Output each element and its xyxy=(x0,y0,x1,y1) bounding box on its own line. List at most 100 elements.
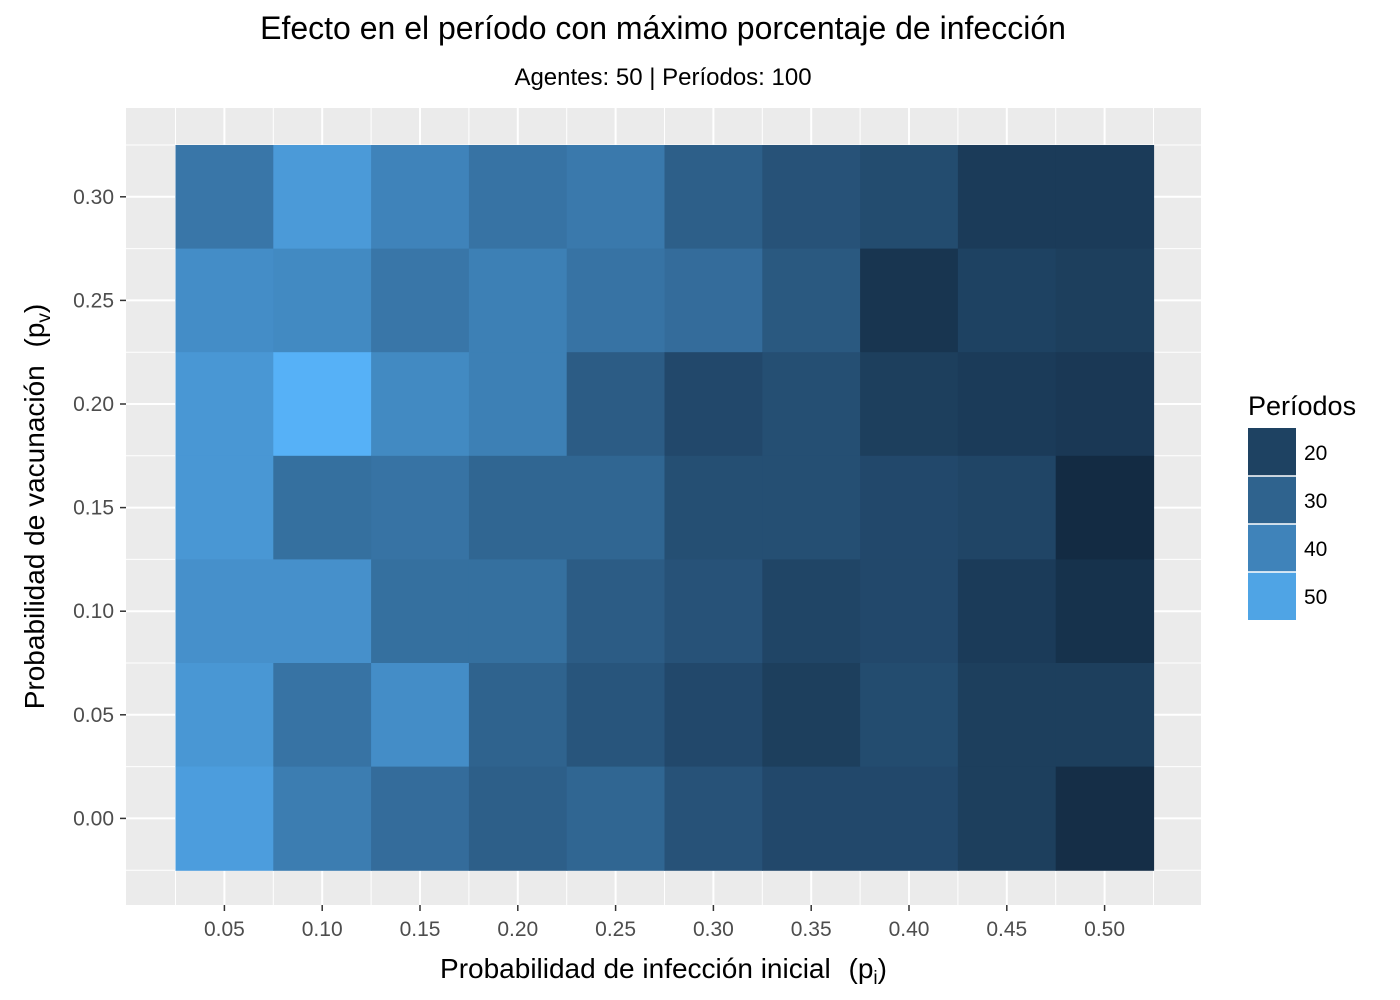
heatmap-tile xyxy=(957,352,1057,457)
heatmap-tile xyxy=(566,352,666,457)
heatmap-tile xyxy=(762,663,861,768)
heatmap-tile xyxy=(175,248,274,353)
heatmap-tile xyxy=(273,455,372,560)
heatmap-tile xyxy=(957,248,1057,353)
heatmap-tile xyxy=(175,766,274,871)
heatmap-tile xyxy=(371,766,470,871)
y-tick-label: 0.25 xyxy=(73,289,114,312)
x-axis-title: Probabilidad de infección inicial (pi) xyxy=(440,953,887,989)
y-axis: 0.30 0.25 0.20 0.15 0.10 0.05 0.00 xyxy=(73,186,126,830)
heatmap-tile xyxy=(762,766,861,871)
heatmap-tile xyxy=(468,352,568,457)
heatmap-tile xyxy=(860,145,959,250)
heatmap-tile xyxy=(175,145,274,250)
heatmap-tile xyxy=(566,455,666,560)
heatmap-tile xyxy=(1055,352,1155,457)
x-tick-label: 0.20 xyxy=(497,918,538,941)
heatmap-tile xyxy=(175,663,274,768)
heatmap-tile xyxy=(566,559,666,664)
x-tick-label: 0.15 xyxy=(400,918,441,941)
heatmap-tile xyxy=(1055,248,1155,353)
y-axis-title-text: Probabilidad de vacunación xyxy=(19,365,50,709)
y-tick-label: 0.10 xyxy=(73,600,114,623)
legend-keys: 20 30 40 50 xyxy=(1248,428,1327,620)
y-tick-label: 0.00 xyxy=(73,807,114,830)
x-tick-label: 0.45 xyxy=(986,918,1027,941)
heatmap-tile xyxy=(468,663,568,768)
heatmap-tile xyxy=(762,352,861,457)
heatmap-tile xyxy=(273,352,372,457)
heatmap-tile xyxy=(566,766,666,871)
y-axis-title-symbol: (p xyxy=(19,323,50,348)
legend-label: 40 xyxy=(1304,538,1327,561)
heatmap-tile xyxy=(566,248,666,353)
heatmap-tile xyxy=(468,248,568,353)
y-axis-title-close: ) xyxy=(19,304,50,313)
legend-key xyxy=(1248,476,1296,524)
heatmap-tile xyxy=(273,248,372,353)
legend-label: 50 xyxy=(1304,586,1327,609)
heatmap-tile xyxy=(273,663,372,768)
y-axis-title-subscript: v xyxy=(34,313,55,323)
x-tick-label: 0.50 xyxy=(1084,918,1125,941)
heatmap-tile xyxy=(371,352,470,457)
heatmap-tile xyxy=(468,766,568,871)
y-tick-label: 0.20 xyxy=(73,393,114,416)
x-axis-title-text: Probabilidad de infección inicial xyxy=(440,953,831,984)
x-tick-label: 0.05 xyxy=(204,918,245,941)
heatmap-tile xyxy=(1055,559,1155,664)
y-tick-label: 0.05 xyxy=(73,704,114,727)
heatmap-tile xyxy=(860,559,959,664)
heatmap-tile xyxy=(468,145,568,250)
legend-key xyxy=(1248,428,1296,476)
heatmap-tile xyxy=(957,455,1057,560)
heatmap-tile xyxy=(273,766,372,871)
heatmap-tile xyxy=(664,352,763,457)
y-axis-title: Probabilidad de vacunación (pv) xyxy=(19,304,55,710)
heatmap-tile xyxy=(957,663,1057,768)
heatmap-tile xyxy=(762,145,861,250)
heatmap-tile xyxy=(664,766,763,871)
heatmap-tile xyxy=(664,663,763,768)
heatmap-tile xyxy=(371,145,470,250)
heatmap-tile xyxy=(664,559,763,664)
chart-title: Efecto en el período con máximo porcenta… xyxy=(260,10,1066,46)
heatmap-tile xyxy=(1055,455,1155,560)
x-tick-label: 0.30 xyxy=(693,918,734,941)
heatmap-tile xyxy=(860,766,959,871)
legend-key xyxy=(1248,572,1296,620)
heatmap-tile xyxy=(860,663,959,768)
heatmap-tile xyxy=(860,352,959,457)
x-tick-label: 0.10 xyxy=(302,918,343,941)
y-tick-label: 0.15 xyxy=(73,497,114,520)
heatmap-tile xyxy=(371,455,470,560)
legend: Períodos 20 30 40 50 xyxy=(1248,391,1356,620)
x-tick-label: 0.40 xyxy=(889,918,930,941)
heatmap-tile xyxy=(371,248,470,353)
heatmap-tile xyxy=(664,145,763,250)
legend-title: Períodos xyxy=(1248,391,1356,421)
heatmap-tile xyxy=(371,663,470,768)
heatmap-tile xyxy=(371,559,470,664)
heatmap-tile xyxy=(664,455,763,560)
heatmap-tile xyxy=(273,145,372,250)
x-tick-label: 0.25 xyxy=(595,918,636,941)
heatmap-tile xyxy=(468,455,568,560)
x-axis-title-subscript: i xyxy=(873,968,877,989)
x-axis-title-symbol: (p xyxy=(849,953,874,984)
heatmap-tile xyxy=(175,455,274,560)
heatmap-tile xyxy=(762,559,861,664)
heatmap-tile xyxy=(957,145,1057,250)
heatmap-tile xyxy=(860,248,959,353)
x-axis-title-close: ) xyxy=(878,953,887,984)
heatmap-tile xyxy=(566,145,666,250)
heatmap-tile xyxy=(273,559,372,664)
heatmap-tiles xyxy=(175,145,1155,871)
heatmap-tile xyxy=(860,455,959,560)
heatmap-tile xyxy=(468,559,568,664)
heatmap-tile xyxy=(175,559,274,664)
y-tick-label: 0.30 xyxy=(73,186,114,209)
heatmap-tile xyxy=(1055,145,1155,250)
heatmap-tile xyxy=(175,352,274,457)
